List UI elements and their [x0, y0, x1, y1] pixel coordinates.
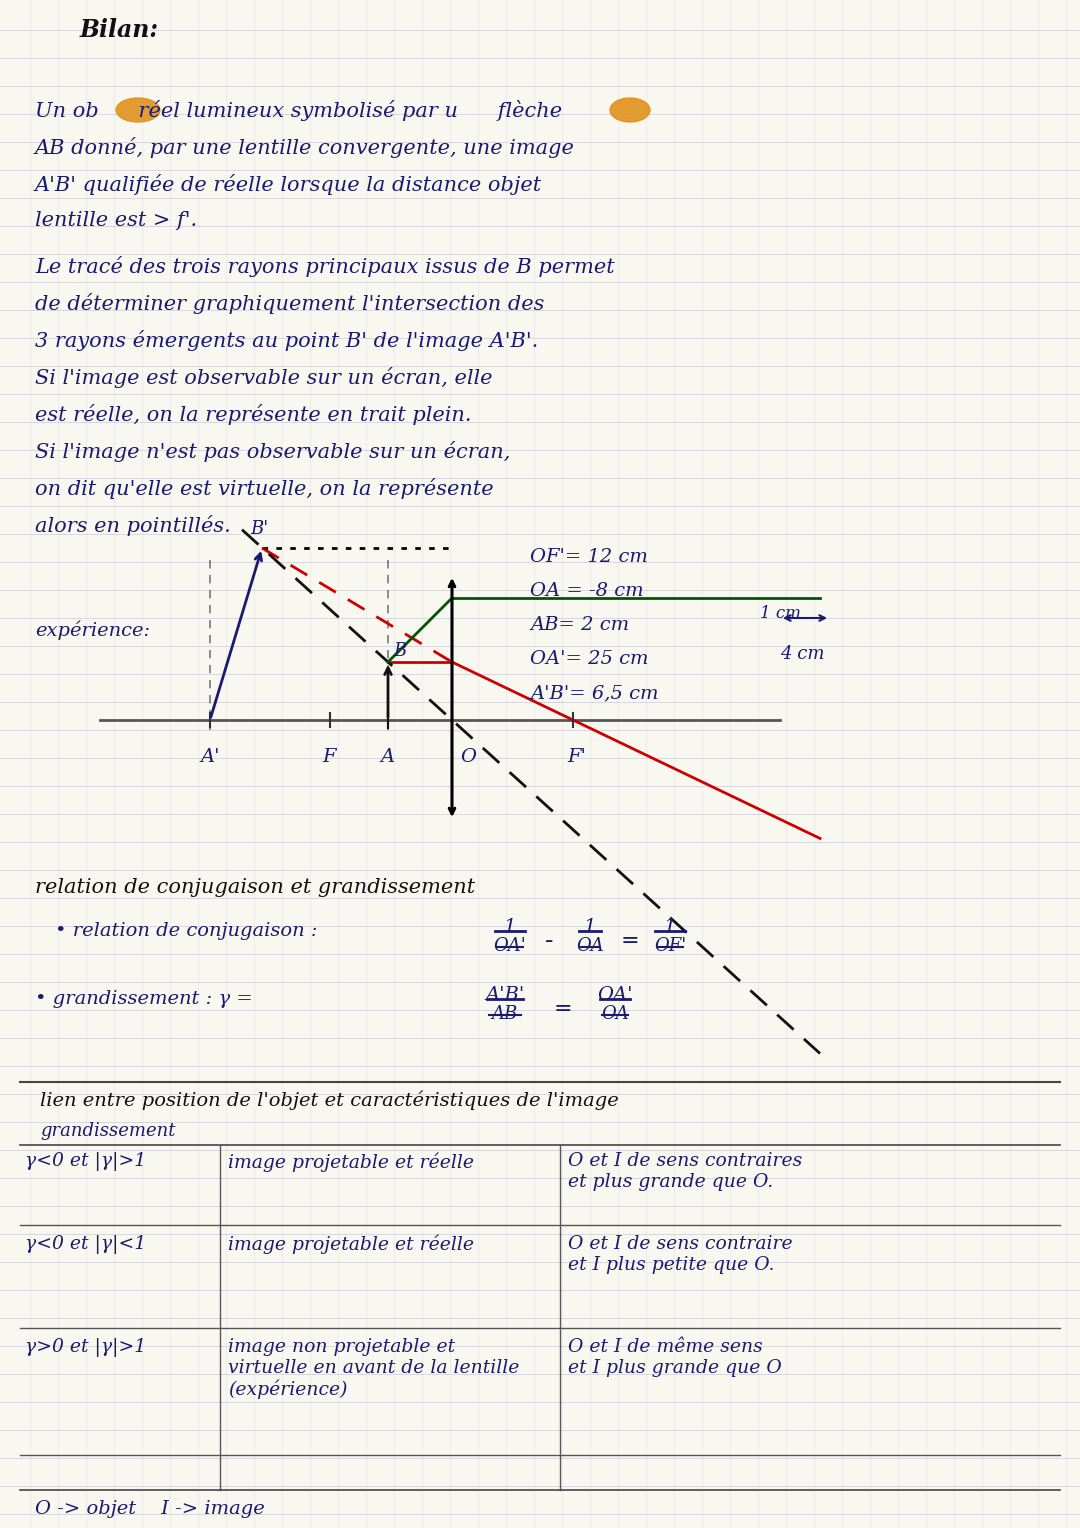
Text: Le tracé des trois rayons principaux issus de B permet: Le tracé des trois rayons principaux iss…	[35, 257, 615, 277]
Text: • grandissement : γ =: • grandissement : γ =	[35, 990, 253, 1008]
Text: γ>0 et |γ|>1: γ>0 et |γ|>1	[25, 1339, 146, 1357]
Text: image non projetable et
virtuelle en avant de la lentille
(expérience): image non projetable et virtuelle en ava…	[228, 1339, 519, 1400]
Text: AB= 2 cm: AB= 2 cm	[530, 616, 630, 634]
Text: O et I de sens contraire
et I plus petite que O.: O et I de sens contraire et I plus petit…	[568, 1235, 793, 1274]
Text: =: =	[554, 998, 572, 1021]
Text: B': B'	[249, 520, 268, 538]
Text: A'B'= 6,5 cm: A'B'= 6,5 cm	[530, 685, 659, 701]
Text: A'B' qualifiée de réelle lorsque la distance objet: A'B' qualifiée de réelle lorsque la dist…	[35, 174, 542, 196]
Text: AB donné, par une lentille convergente, une image: AB donné, par une lentille convergente, …	[35, 138, 575, 157]
Text: OF'= 12 cm: OF'= 12 cm	[530, 549, 648, 565]
Text: lentille est > f'.: lentille est > f'.	[35, 211, 198, 231]
Text: • relation de conjugaison :: • relation de conjugaison :	[55, 921, 318, 940]
Text: 1 cm: 1 cm	[760, 605, 801, 622]
Text: A': A'	[200, 749, 219, 766]
Text: OA: OA	[576, 937, 604, 955]
Text: Bilan:: Bilan:	[80, 18, 159, 41]
Text: relation de conjugaison et grandissement: relation de conjugaison et grandissement	[35, 879, 475, 897]
Text: image projetable et réelle: image projetable et réelle	[228, 1152, 474, 1172]
Text: OF': OF'	[653, 937, 686, 955]
Text: γ<0 et |γ|<1: γ<0 et |γ|<1	[25, 1235, 146, 1254]
Text: O et I de même sens
et I plus grande que O: O et I de même sens et I plus grande que…	[568, 1339, 782, 1377]
Text: A: A	[380, 749, 394, 766]
Text: alors en pointillés.: alors en pointillés.	[35, 515, 231, 536]
Text: OA': OA'	[597, 986, 633, 1004]
Text: AB: AB	[491, 1004, 518, 1022]
Text: 1: 1	[584, 918, 596, 937]
Text: O et I de sens contraires
et plus grande que O.: O et I de sens contraires et plus grande…	[568, 1152, 802, 1190]
Text: -: -	[543, 931, 552, 953]
Text: de déterminer graphiquement l'intersection des: de déterminer graphiquement l'intersecti…	[35, 293, 544, 313]
Text: expérience:: expérience:	[35, 620, 150, 640]
Text: Si l'image est observable sur un écran, elle: Si l'image est observable sur un écran, …	[35, 367, 492, 388]
Text: 1: 1	[503, 918, 516, 937]
Text: O: O	[460, 749, 476, 766]
Text: A'B': A'B'	[485, 986, 525, 1004]
Text: OA = -8 cm: OA = -8 cm	[530, 582, 644, 601]
Text: OA': OA'	[494, 937, 526, 955]
Text: 1: 1	[664, 918, 676, 937]
Ellipse shape	[610, 98, 650, 122]
Text: 3 rayons émergents au point B' de l'image A'B'.: 3 rayons émergents au point B' de l'imag…	[35, 330, 538, 351]
Text: O -> objet    I -> image: O -> objet I -> image	[35, 1500, 265, 1517]
Text: image projetable et réelle: image projetable et réelle	[228, 1235, 474, 1254]
Text: B: B	[393, 642, 406, 660]
Text: γ<0 et |γ|>1: γ<0 et |γ|>1	[25, 1152, 146, 1170]
Text: OA: OA	[602, 1004, 629, 1022]
Text: est réelle, on la représente en trait plein.: est réelle, on la représente en trait pl…	[35, 403, 472, 425]
Text: F': F'	[567, 749, 585, 766]
Text: Si l'image n'est pas observable sur un écran,: Si l'image n'est pas observable sur un é…	[35, 442, 511, 461]
Text: F: F	[322, 749, 336, 766]
Text: =: =	[621, 931, 639, 952]
Text: grandissement: grandissement	[40, 1122, 175, 1140]
Text: 4 cm: 4 cm	[780, 645, 824, 663]
Text: OA'= 25 cm: OA'= 25 cm	[530, 649, 648, 668]
Ellipse shape	[116, 98, 160, 122]
Text: on dit qu'elle est virtuelle, on la représente: on dit qu'elle est virtuelle, on la repr…	[35, 478, 494, 500]
Text: lien entre position de l'objet et caractéristiques de l'image: lien entre position de l'objet et caract…	[40, 1089, 619, 1109]
Text: Un ob      réel lumineux symbolisé par u      flèche: Un ob réel lumineux symbolisé par u flèc…	[35, 99, 562, 121]
